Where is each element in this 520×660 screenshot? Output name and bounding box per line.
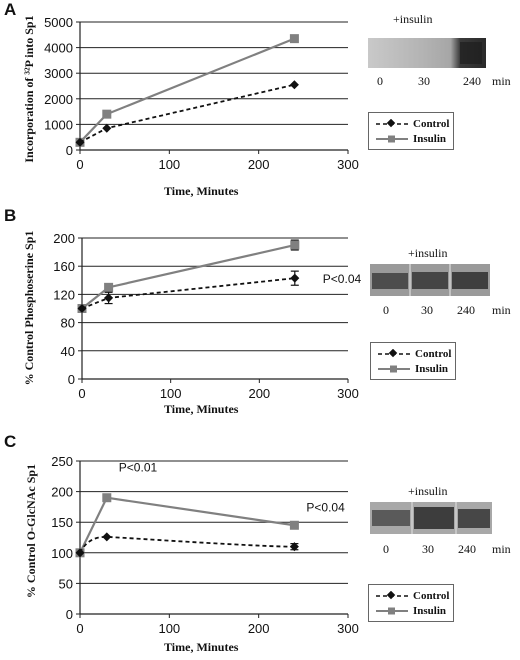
legend-item-insulin: Insulin [375, 132, 446, 146]
y-tick-label: 2000 [44, 92, 73, 107]
blot-lane-0: 0 [377, 74, 383, 88]
x-tick-label: 100 [158, 621, 180, 636]
data-point-insulin [290, 240, 300, 250]
x-tick-label: 200 [248, 621, 270, 636]
y-tick-label: 0 [66, 143, 73, 158]
x-axis-label: Time, Minutes [164, 640, 239, 654]
blot-lane-240: 240 [463, 74, 481, 88]
data-point-control [104, 293, 114, 303]
data-point-control [102, 123, 112, 133]
y-tick-label: 4000 [44, 41, 73, 56]
data-point-control [289, 542, 299, 552]
series-line-control [79, 535, 295, 554]
data-point-insulin [102, 109, 112, 119]
x-tick-label: 0 [78, 386, 85, 401]
y-tick-label: 200 [53, 231, 75, 246]
y-tick-label: 3000 [44, 66, 73, 81]
y-tick-label: 5000 [44, 15, 73, 30]
panel-letter: C [4, 432, 17, 451]
legend-item-control: Control [377, 347, 451, 361]
legend-label-insulin: Insulin [415, 363, 449, 375]
x-tick-label: 300 [337, 157, 359, 172]
western-blot-image [370, 264, 490, 296]
panel-letter: A [4, 0, 17, 19]
data-point-insulin [102, 493, 112, 503]
y-tick-label: 80 [61, 316, 75, 331]
legend-label-insulin: Insulin [413, 605, 447, 617]
x-tick-label: 100 [160, 386, 182, 401]
panel-a: A Incorporation of ³²P into Sp1 0 1000 200… [0, 0, 520, 220]
panel-c: C % Control O-GlcNAc Sp1 0 50 100 150 200 250… [0, 432, 520, 654]
blot-lane-30: 30 [422, 542, 434, 556]
blot-lane-240: 240 [458, 542, 476, 556]
legend-item-insulin: Insulin [375, 604, 446, 618]
data-point-control [102, 532, 112, 542]
legend-label-control: Control [413, 118, 450, 130]
legend: Control Insulin [370, 342, 456, 380]
panel-b: B % Control Phosphoserine Sp1 0 40 80 120 16… [0, 206, 520, 426]
legend-item-control: Control [375, 589, 449, 603]
y-tick-label: 100 [51, 546, 73, 561]
western-blot-image [370, 502, 492, 534]
y-tick-label: 0 [68, 372, 75, 387]
data-point-insulin [289, 34, 299, 44]
x-axis-label: Time, Minutes [164, 402, 239, 416]
y-tick-label: 150 [51, 515, 73, 530]
legend-item-insulin: Insulin [377, 362, 448, 376]
x-tick-label: 100 [158, 157, 180, 172]
x-tick-label: 300 [337, 386, 359, 401]
y-tick-label: 160 [53, 259, 75, 274]
x-tick-label: 300 [337, 621, 359, 636]
data-point-control [290, 273, 300, 283]
data-point-insulin [289, 520, 299, 530]
blot-title: +insulin [408, 484, 448, 498]
series-line-insulin [79, 496, 295, 554]
legend: Control Insulin [368, 112, 454, 150]
x-tick-label: 200 [248, 386, 270, 401]
y-tick-label: 40 [61, 344, 75, 359]
p-value-annotation: P<0.04 [306, 500, 345, 514]
y-tick-label: 120 [53, 287, 75, 302]
x-tick-label: 0 [76, 621, 83, 636]
blot-lane-240: 240 [457, 303, 475, 317]
series-line-control [79, 83, 295, 144]
legend-label-insulin: Insulin [413, 133, 447, 145]
y-tick-label: 250 [51, 454, 73, 469]
panel-letter: B [4, 206, 17, 225]
series-line-control [81, 277, 295, 310]
blot-unit: min [492, 303, 511, 317]
x-tick-label: 200 [248, 157, 270, 172]
data-point-insulin [104, 282, 114, 292]
series-line-insulin [81, 243, 296, 310]
blot-lane-30: 30 [421, 303, 433, 317]
y-tick-label: 50 [59, 576, 73, 591]
y-tick-label: 200 [51, 485, 73, 500]
legend: Control Insulin [368, 584, 454, 622]
p-value-annotation: P<0.01 [119, 461, 158, 475]
chart-a: 0 1000 2000 3000 4000 5000 0 100 200 300 [44, 15, 359, 172]
x-axis-label: Time, Minutes [164, 184, 239, 198]
y-tick-label: 0 [66, 607, 73, 622]
legend-label-control: Control [413, 590, 450, 602]
legend-item-control: Control [375, 117, 449, 131]
blot-title: +insulin [393, 12, 433, 26]
blot-unit: min [492, 74, 511, 88]
p-value-annotation: P<0.04 [323, 272, 362, 286]
chart-c: 0 50 100 150 200 250 0 100 200 300 P<0.01 P<0.04 [51, 454, 359, 636]
western-blot-image [368, 38, 486, 68]
blot-unit: min [492, 542, 511, 556]
chart-b: 0 40 80 120 160 200 0 100 200 300 P<0.04 [53, 231, 362, 401]
blot-lane-0: 0 [383, 303, 389, 317]
data-point-control [289, 80, 299, 90]
y-tick-label: 1000 [44, 117, 73, 132]
legend-label-control: Control [415, 348, 452, 360]
x-tick-label: 0 [76, 157, 83, 172]
blot-title: +insulin [408, 246, 448, 260]
blot-lane-30: 30 [418, 74, 430, 88]
blot-lane-0: 0 [383, 542, 389, 556]
